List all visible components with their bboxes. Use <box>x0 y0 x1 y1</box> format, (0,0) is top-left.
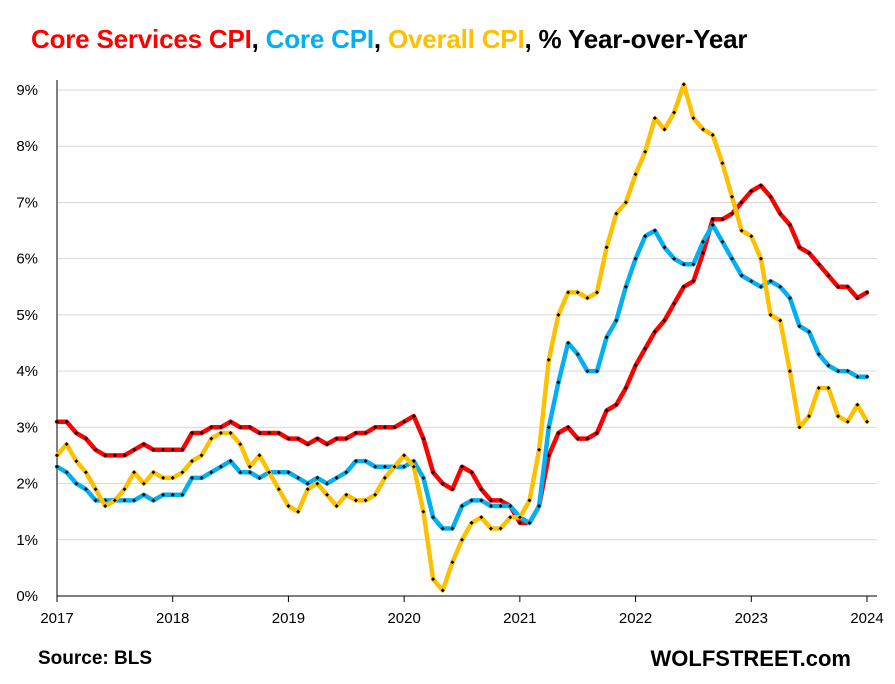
data-point <box>865 374 869 379</box>
x-tick-label: 2019 <box>272 610 305 627</box>
y-tick-label: 2% <box>16 476 38 493</box>
y-tick-label: 0% <box>16 588 38 605</box>
data-point <box>730 211 734 216</box>
y-tick-label: 1% <box>16 532 38 549</box>
data-point <box>575 352 580 357</box>
data-point <box>64 442 69 447</box>
y-tick-label: 6% <box>16 251 38 268</box>
data-point <box>508 515 513 520</box>
y-tick-label: 7% <box>16 194 38 211</box>
data-point <box>865 419 869 424</box>
data-point <box>190 459 194 464</box>
data-point <box>662 127 667 132</box>
title-part: Overall CPI <box>387 24 525 54</box>
data-point <box>373 492 378 497</box>
y-tick-label: 8% <box>16 138 38 155</box>
y-tick-label: 5% <box>16 307 38 324</box>
data-point <box>855 374 860 379</box>
y-tick-label: 9% <box>16 82 38 99</box>
title-part: Core Services CPI <box>31 24 252 54</box>
data-point <box>276 487 281 492</box>
data-point <box>151 447 156 452</box>
data-point <box>238 425 243 430</box>
data-point <box>93 487 98 492</box>
data-point <box>180 492 185 497</box>
title-part: , <box>373 24 388 54</box>
data-point <box>103 504 108 508</box>
data-point <box>479 487 484 492</box>
x-tick-label: 2024 <box>850 610 883 627</box>
source-label: Source: BLS <box>38 648 153 669</box>
data-point <box>643 234 648 239</box>
data-point <box>170 492 175 497</box>
data-point <box>296 509 301 514</box>
data-point <box>55 464 59 469</box>
data-point <box>190 431 194 435</box>
data-point <box>787 222 792 227</box>
data-point <box>151 498 156 503</box>
data-point <box>170 447 175 452</box>
data-point <box>83 487 88 492</box>
data-point <box>180 447 185 452</box>
y-tick-label: 3% <box>16 419 38 436</box>
data-point <box>450 487 455 492</box>
data-point <box>797 245 802 250</box>
x-tick-label: 2023 <box>735 610 768 627</box>
series-line-overall-cpi <box>54 82 870 593</box>
title-part: , % Year-over-Year <box>524 24 748 54</box>
data-point <box>527 520 532 525</box>
data-point <box>180 470 185 475</box>
data-point <box>421 509 426 514</box>
data-point <box>238 442 243 447</box>
data-point <box>247 425 252 430</box>
data-point <box>845 419 850 424</box>
x-tick-label: 2017 <box>40 610 73 627</box>
data-point <box>238 470 243 475</box>
x-tick-label: 2022 <box>619 610 652 627</box>
data-point <box>460 464 464 469</box>
data-point <box>218 464 223 469</box>
data-point <box>623 200 628 205</box>
data-point <box>440 481 445 486</box>
data-point <box>218 425 223 430</box>
x-tick-label: 2018 <box>156 610 189 627</box>
data-point <box>151 470 156 475</box>
data-point <box>730 256 734 261</box>
data-point <box>517 515 522 520</box>
data-point <box>247 470 252 475</box>
data-point <box>778 211 783 216</box>
data-point <box>190 475 194 480</box>
data-point <box>411 464 416 469</box>
data-point <box>218 431 223 435</box>
brand-label: WOLFSTREET.com <box>650 646 851 671</box>
x-tick-label: 2020 <box>387 610 420 627</box>
data-point <box>392 464 397 469</box>
data-point <box>710 133 715 137</box>
data-point <box>508 504 513 508</box>
data-point <box>710 222 715 227</box>
data-point <box>325 442 329 447</box>
data-point <box>382 464 387 469</box>
data-point <box>64 419 69 424</box>
data-point <box>103 453 108 458</box>
data-point <box>247 464 252 469</box>
data-point <box>55 419 59 424</box>
data-point <box>517 520 522 525</box>
data-point <box>402 464 407 469</box>
data-point <box>305 481 310 486</box>
series-line-core-cpi <box>54 222 870 531</box>
y-tick-label: 4% <box>16 363 38 380</box>
data-point <box>662 245 667 250</box>
data-point <box>691 279 696 284</box>
data-point <box>758 256 763 261</box>
data-point <box>122 487 127 492</box>
data-point <box>402 419 407 424</box>
x-tick-label: 2021 <box>503 610 536 627</box>
title-part: , <box>251 24 266 54</box>
title-part: Core CPI <box>265 24 374 54</box>
data-point <box>373 425 378 430</box>
chart-title: Core Services CPI, Core CPI, Overall CPI… <box>31 24 748 55</box>
data-point <box>170 475 175 480</box>
